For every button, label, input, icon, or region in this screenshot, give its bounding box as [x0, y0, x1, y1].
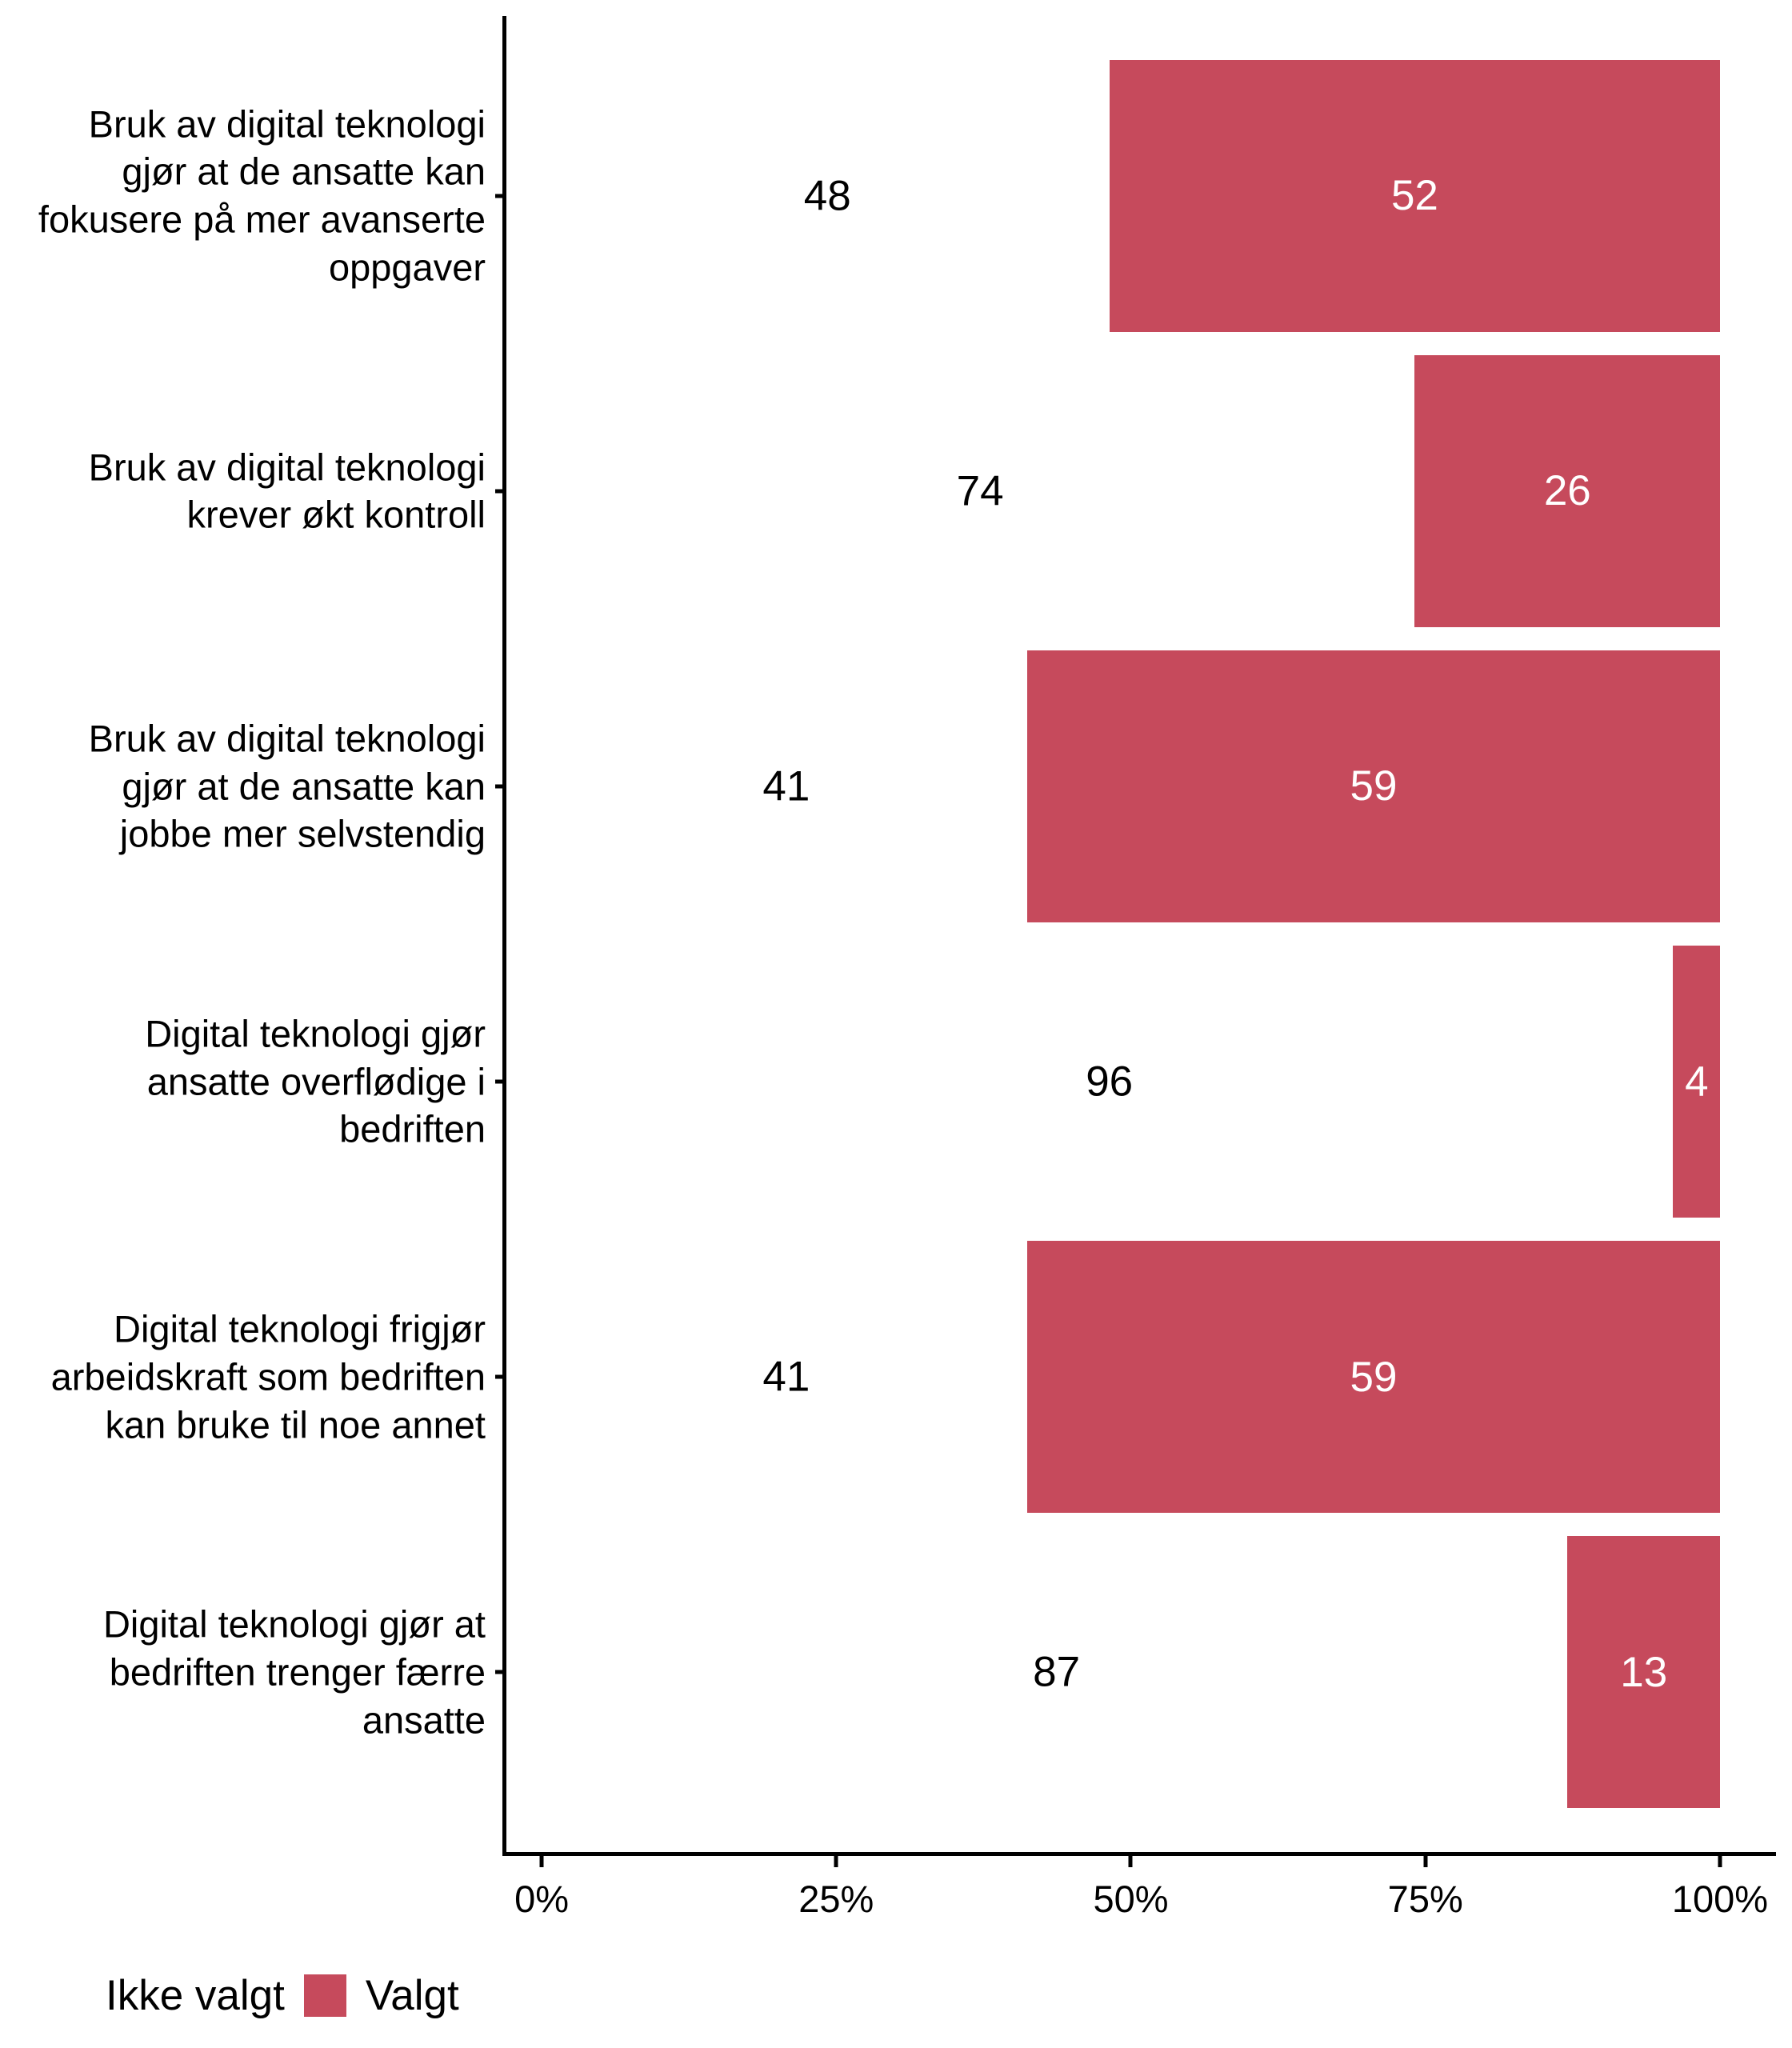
bar-valgt: 52 — [1109, 59, 1721, 332]
x-axis-tick-label: 75% — [1387, 1878, 1463, 1920]
legend-label-ikke-valgt: Ikke valgt — [106, 1972, 285, 2019]
bar-track: 74 26 — [546, 343, 1721, 638]
value-label-valgt: 59 — [1350, 762, 1398, 810]
legend-item-valgt: Valgt — [303, 1971, 459, 2020]
x-axis-tick-label: 25% — [798, 1878, 874, 1920]
x-axis-tick — [834, 1856, 838, 1867]
bar-rows: Bruk av digital teknologi gjør at de ans… — [38, 16, 1776, 1852]
bar-valgt: 13 — [1567, 1536, 1721, 1809]
legend-swatch-ikke-valgt — [44, 1974, 86, 2017]
bar-valgt: 26 — [1414, 354, 1721, 627]
bar-track: 41 59 — [546, 1230, 1721, 1525]
y-axis-tick — [495, 1079, 506, 1084]
bar-track: 87 13 — [546, 1525, 1721, 1820]
bar-valgt: 4 — [1673, 946, 1721, 1218]
y-axis-tick — [495, 489, 506, 494]
value-label-ikke-valgt: 87 — [1033, 1648, 1081, 1696]
category-label: Bruk av digital teknologi gjør at de ans… — [38, 102, 486, 289]
x-axis-tick — [1718, 1856, 1722, 1867]
value-label-ikke-valgt: 74 — [956, 467, 1004, 515]
chart-row: Digital teknologi gjør ansatte overflødi… — [145, 934, 1776, 1230]
chart-row: Digital teknologi frigjør arbeidskraft s… — [51, 1230, 1776, 1525]
x-axis-track: 0% 25% 50% 75% 100% — [514, 1856, 1768, 1960]
x-axis-tick — [539, 1856, 544, 1867]
chart-row: Bruk av digital teknologi krever økt kon… — [89, 343, 1776, 638]
category-label: Digital teknologi gjør at bedriften tren… — [102, 1602, 486, 1742]
x-axis-tick-label: 100% — [1671, 1878, 1769, 1920]
value-label-ikke-valgt: 41 — [762, 762, 810, 810]
bar-valgt: 59 — [1026, 650, 1721, 922]
y-axis-tick — [495, 1670, 506, 1674]
value-label-ikke-valgt: 96 — [1086, 1058, 1134, 1106]
legend-item-ikke-valgt: Ikke valgt — [44, 1971, 285, 2020]
legend-label-valgt: Valgt — [365, 1972, 459, 2019]
bar-track: 41 59 — [546, 638, 1721, 934]
value-label-valgt: 13 — [1620, 1648, 1668, 1696]
bar-track: 48 52 — [546, 48, 1721, 343]
category-label: Digital teknologi gjør ansatte overflødi… — [145, 1012, 486, 1150]
chart-row: Bruk av digital teknologi gjør at de ans… — [38, 48, 1776, 343]
bar-valgt: 59 — [1026, 1241, 1721, 1514]
x-axis-tick-label: 50% — [1093, 1878, 1169, 1920]
value-label-valgt: 59 — [1350, 1353, 1398, 1401]
legend: Ikke valgt Valgt — [44, 1971, 459, 2020]
value-label-ikke-valgt: 41 — [762, 1353, 810, 1401]
plot-panel: Bruk av digital teknologi gjør at de ans… — [38, 16, 1776, 1856]
x-axis-tick-label: 0% — [514, 1878, 569, 1920]
y-axis-tick — [495, 194, 506, 198]
chart-row: Bruk av digital teknologi gjør at de ans… — [89, 638, 1776, 934]
category-label: Digital teknologi frigjør arbeidskraft s… — [50, 1307, 486, 1446]
legend-swatch-valgt — [303, 1974, 346, 2017]
x-axis: 0% 25% 50% 75% 100% — [502, 1856, 1776, 1960]
y-axis-tick — [495, 784, 506, 789]
chart-row: Digital teknologi gjør at bedriften tren… — [103, 1525, 1776, 1820]
value-label-valgt: 26 — [1543, 467, 1591, 515]
category-label: Bruk av digital teknologi gjør at de ans… — [88, 717, 486, 855]
value-label-valgt: 4 — [1685, 1058, 1709, 1106]
x-axis-tick — [1423, 1856, 1428, 1867]
y-axis-tick — [495, 1374, 506, 1379]
category-label: Bruk av digital teknologi krever økt kon… — [88, 446, 486, 536]
value-label-ikke-valgt: 48 — [803, 172, 851, 220]
value-label-valgt: 52 — [1390, 172, 1438, 220]
bar-track: 96 4 — [546, 934, 1721, 1230]
x-axis-tick — [1128, 1856, 1133, 1867]
